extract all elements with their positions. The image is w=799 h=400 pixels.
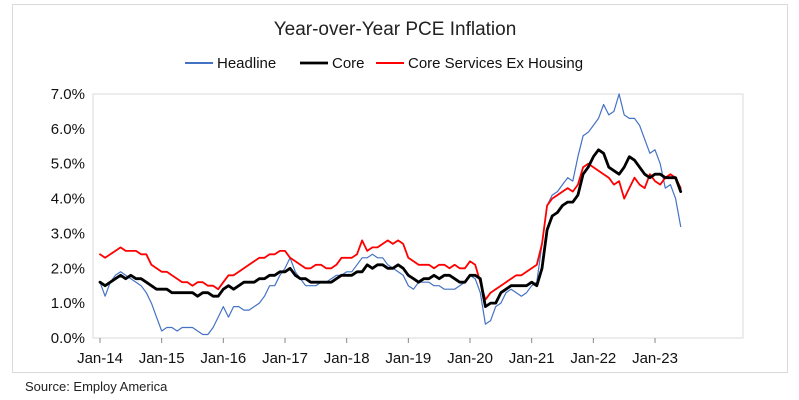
- source-note: Source: Employ America: [25, 379, 168, 394]
- y-tick-label: 1.0%: [51, 295, 85, 312]
- legend-label: Core Services Ex Housing: [408, 55, 583, 72]
- y-tick-label: 5.0%: [51, 156, 85, 173]
- y-tick-label: 0.0%: [51, 330, 85, 347]
- x-tick-label: Jan-22: [570, 350, 616, 367]
- y-tick-label: 4.0%: [51, 191, 85, 208]
- x-tick-label: Jan-17: [262, 350, 308, 367]
- x-tick-label: Jan-14: [77, 350, 123, 367]
- series-line-core: [98, 148, 683, 309]
- plot-area: 0.0% 1.0% 2.0% 3.0% 4.0% 5.0% 6.0% 7.0% Jan-14 Ja…: [51, 86, 744, 367]
- chart-title: Year-over-Year PCE Inflation: [274, 19, 517, 40]
- x-tick-label: Jan-21: [509, 350, 555, 367]
- x-tick-label: Jan-19: [385, 350, 431, 367]
- x-tick-label: Jan-20: [447, 350, 493, 367]
- plot-border: [92, 93, 744, 339]
- y-tick-label: 6.0%: [51, 121, 85, 138]
- pce-inflation-chart: Year-over-Year PCE Inflation Headline Cor…: [51, 19, 744, 367]
- legend-label: Core: [332, 55, 365, 72]
- x-tick-label: Jan-23: [632, 350, 678, 367]
- series-line-core-services-ex-housing: [99, 162, 682, 301]
- series-line-headline: [99, 93, 682, 336]
- chart-legend: Headline Core Core Services Ex Housing: [185, 55, 583, 72]
- x-tick-label: Jan-18: [324, 350, 370, 367]
- y-tick-label: 7.0%: [51, 86, 85, 103]
- x-tick-label: Jan-16: [200, 350, 246, 367]
- y-tick-label: 2.0%: [51, 260, 85, 277]
- y-tick-label: 3.0%: [51, 225, 85, 242]
- x-tick-label: Jan-15: [139, 350, 185, 367]
- chart-frame: Year-over-Year PCE Inflation Headline Cor…: [12, 4, 788, 373]
- legend-label: Headline: [217, 55, 276, 72]
